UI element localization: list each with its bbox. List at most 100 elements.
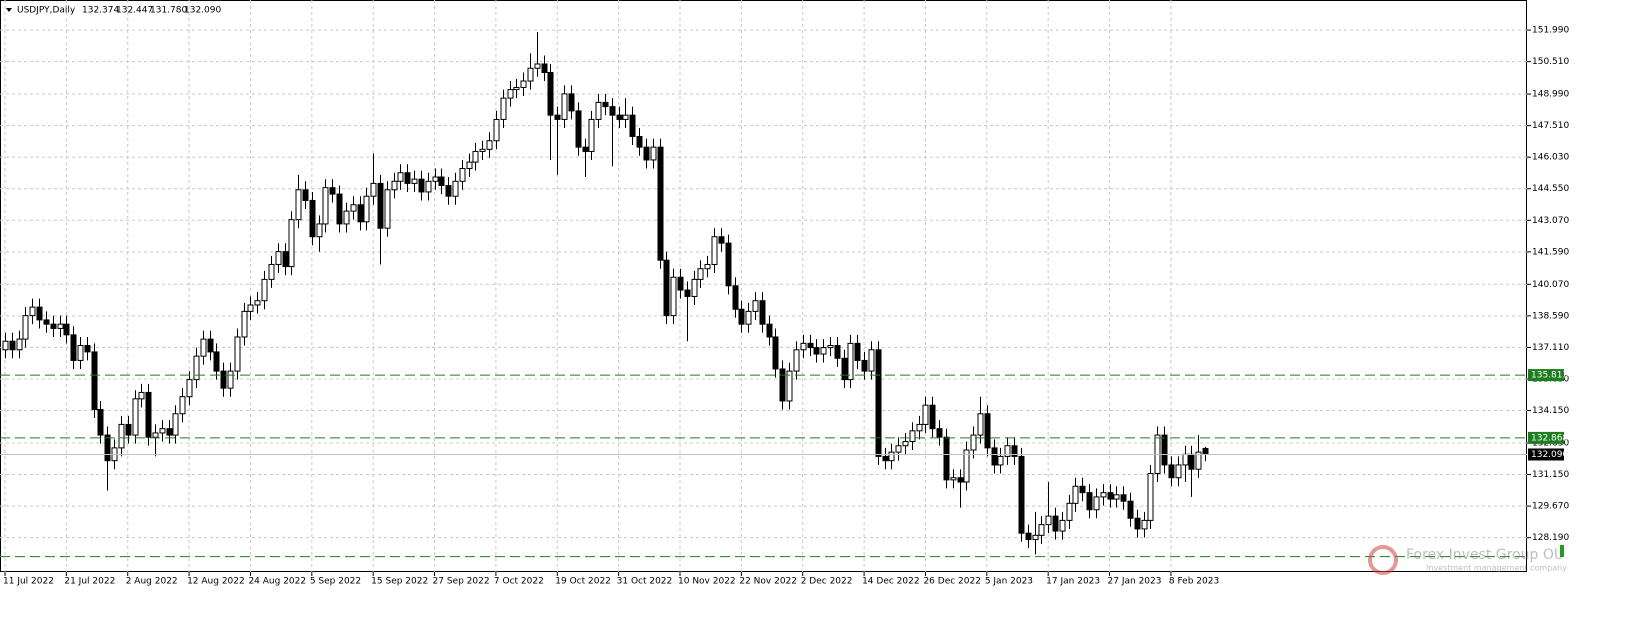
candle-body [677,276,684,291]
candle-body [295,189,302,221]
candle-body [554,114,561,120]
candle-body [786,370,793,402]
candle-body [1168,464,1175,479]
candle-body [759,300,766,325]
candle-body [609,106,616,116]
candle-body [541,63,548,74]
candle-body [207,338,214,353]
candle-body [657,146,664,261]
candle-body [1079,485,1086,494]
quote-value: 132.374 [82,6,119,16]
candle-body [1134,517,1141,530]
candle-body [1086,492,1093,511]
candle-body [220,370,227,389]
candle-body [1120,494,1127,502]
candle-body [1202,447,1209,455]
candle-body [357,204,364,223]
candle-body [425,180,432,193]
x-tick-label: 15 Sep 2022 [371,577,428,587]
candle-body [138,391,145,400]
candle-body [766,323,773,338]
quote-value: 131.780 [150,6,187,16]
candle-body [57,323,64,329]
x-tick-label: 5 Jan 2023 [985,577,1033,587]
candle-body [193,355,200,381]
candle-body [179,396,186,415]
candle-body [200,338,207,357]
y-tick-label: 138.590 [1532,311,1569,321]
x-tick-label: 27 Sep 2022 [433,577,490,587]
candle-body [145,391,152,438]
candle-body [602,101,609,108]
candle-body [350,204,357,212]
candle-body [466,161,473,169]
candle-body [568,93,575,112]
y-tick-label: 146.030 [1532,153,1569,163]
candle-body [807,342,814,349]
candle-body [950,477,957,481]
candle-body [1038,524,1045,536]
candle-body [97,408,104,436]
quote-value: 132.090 [184,6,221,16]
candle-body [929,404,936,430]
candle-body [159,428,166,434]
candle-body [125,423,132,436]
y-tick-label: 131.150 [1532,470,1569,480]
menu-arrow[interactable] [6,8,12,12]
candle-body [1107,492,1114,500]
candle-body [582,146,589,152]
candle-body [241,310,248,338]
x-tick-label: 8 Feb 2023 [1169,577,1219,587]
candle-body [991,447,998,466]
y-tick-label: 134.150 [1532,406,1569,416]
level-label: 135.813 [1531,371,1568,381]
x-tick-label: 14 Dec 2022 [862,577,920,587]
candle-body [663,259,670,317]
candle-body [643,146,650,161]
candle-body [91,351,98,410]
candle-body [418,178,425,193]
candle-body [316,223,323,238]
candle-body [588,118,595,152]
candle-body [1188,453,1195,470]
candle-body [70,334,77,361]
plot-frame [0,0,1527,572]
candle-body [16,338,23,351]
quote-value: 132.447 [116,6,153,16]
candle-body [329,187,336,195]
candle-body [520,80,527,88]
candle-body [2,340,9,351]
chart-title: USDJPY,Daily [17,6,76,16]
y-tick-label: 141.590 [1532,247,1569,257]
level-label: 132.868 [1531,433,1568,443]
candle-body [1127,500,1134,519]
candle-body [895,445,902,453]
candle-body [486,140,493,150]
candle-body [493,118,500,142]
candle-body [302,189,309,201]
candle-body [970,434,977,451]
candle-body [1066,502,1073,521]
candle-body [247,304,254,312]
candle-body [254,300,261,306]
candle-body [411,178,418,184]
candle-body [1093,496,1100,511]
candle-body [888,451,895,462]
status-indicator [1560,545,1564,557]
candle-body [186,379,193,398]
candle-body [732,285,739,310]
x-tick-label: 22 Nov 2022 [739,577,797,587]
candle-body [404,172,411,184]
x-tick-label: 12 Aug 2022 [187,577,245,587]
candle-body [629,114,636,137]
y-tick-label: 129.670 [1532,502,1569,512]
candle-body [691,278,698,297]
candle-body [370,182,377,197]
candle-body [916,423,923,432]
candle-body [172,413,179,436]
candle-body [636,135,643,148]
candle-body [534,63,541,69]
candle-body [282,251,289,268]
